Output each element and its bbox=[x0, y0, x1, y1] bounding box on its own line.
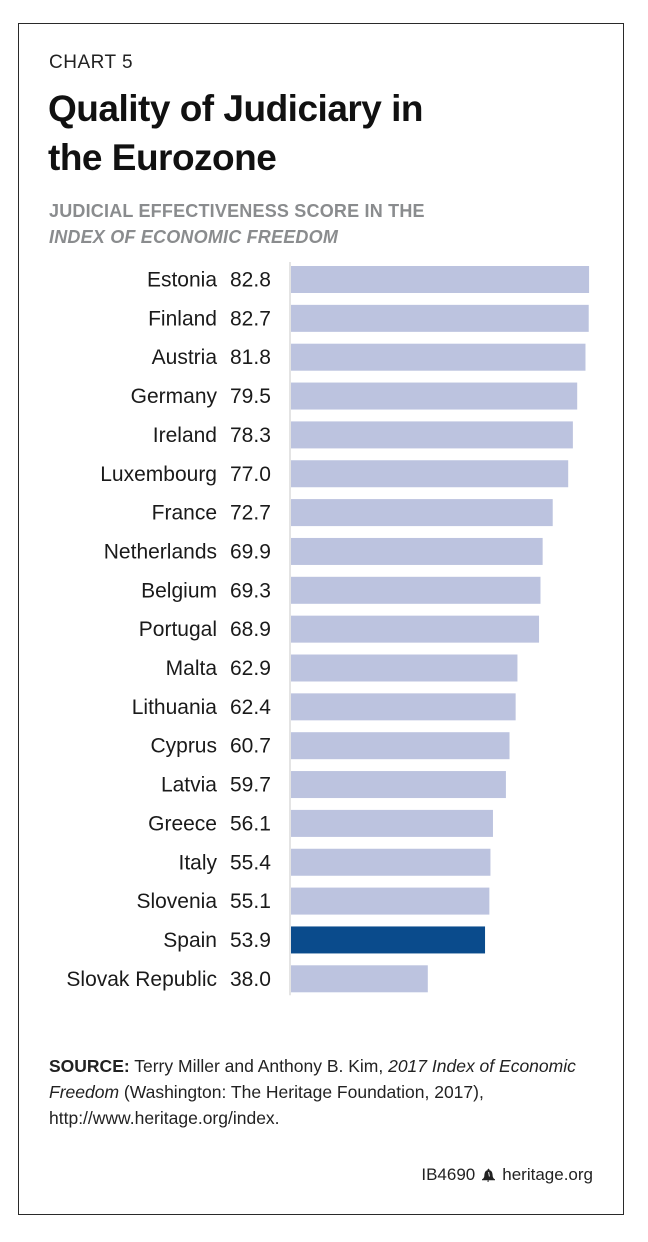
category-label: Lithuania bbox=[132, 696, 218, 719]
value-label: 68.9 bbox=[230, 618, 271, 641]
value-label: 69.3 bbox=[230, 579, 271, 602]
bar-spain bbox=[291, 926, 486, 954]
value-label: 53.9 bbox=[230, 929, 271, 952]
bar-austria bbox=[291, 343, 586, 371]
bar-france bbox=[291, 499, 553, 527]
bar-portugal bbox=[291, 615, 540, 643]
category-label: Luxembourg bbox=[100, 463, 217, 486]
value-label: 55.4 bbox=[230, 851, 271, 874]
category-label: Finland bbox=[148, 307, 217, 330]
bar-ireland bbox=[291, 421, 573, 449]
chart-title-line1: Quality of Judiciary in bbox=[48, 88, 424, 129]
bar-germany bbox=[291, 382, 578, 410]
footer-code: IB4690 bbox=[421, 1165, 476, 1184]
category-label: Cyprus bbox=[150, 735, 217, 758]
bar-italy bbox=[291, 848, 491, 876]
category-label: Netherlands bbox=[104, 540, 217, 563]
category-label: Ireland bbox=[153, 424, 217, 447]
value-label: 60.7 bbox=[230, 735, 271, 758]
value-label: 62.4 bbox=[230, 696, 271, 719]
value-label: 82.7 bbox=[230, 307, 271, 330]
chart-subtitle-line2: INDEX OF ECONOMIC FREEDOM bbox=[49, 227, 339, 247]
chart-title-line2: the Eurozone bbox=[48, 137, 277, 178]
category-label: Greece bbox=[148, 812, 217, 835]
value-label: 38.0 bbox=[230, 968, 271, 991]
bar-luxembourg bbox=[291, 460, 569, 488]
category-label: Latvia bbox=[161, 774, 217, 797]
source-note: SOURCE: Terry Miller and Anthony B. Kim,… bbox=[49, 1053, 589, 1131]
footer-site: heritage.org bbox=[502, 1165, 593, 1184]
category-label: Estonia bbox=[147, 269, 217, 292]
chart-title: Quality of Judiciary in the Eurozone bbox=[48, 84, 568, 182]
category-label: Slovenia bbox=[136, 890, 217, 913]
value-label: 72.7 bbox=[230, 502, 271, 525]
bar-slovak-republic bbox=[291, 965, 428, 993]
bar-cyprus bbox=[291, 732, 510, 760]
value-label: 79.5 bbox=[230, 385, 271, 408]
liberty-bell-icon bbox=[482, 1168, 496, 1182]
value-label: 81.8 bbox=[230, 346, 271, 369]
chart-frame bbox=[18, 23, 624, 1215]
source-label: SOURCE: bbox=[49, 1056, 130, 1076]
value-label: 82.8 bbox=[230, 269, 271, 292]
category-label: Portugal bbox=[139, 618, 217, 641]
category-label: Belgium bbox=[141, 579, 217, 602]
chart-number: CHART 5 bbox=[49, 52, 134, 73]
value-label: 55.1 bbox=[230, 890, 271, 913]
value-label: 56.1 bbox=[230, 812, 271, 835]
bar-lithuania bbox=[291, 693, 516, 721]
value-label: 77.0 bbox=[230, 463, 271, 486]
category-label: Germany bbox=[131, 385, 218, 408]
source-title: 2017 Index of Economic Freedom bbox=[49, 1056, 576, 1102]
bar-slovenia bbox=[291, 887, 490, 915]
bar-netherlands bbox=[291, 537, 543, 565]
bar-greece bbox=[291, 809, 493, 837]
value-label: 59.7 bbox=[230, 774, 271, 797]
chart-subtitle: JUDICIAL EFFECTIVENESS SCORE IN THE INDE… bbox=[49, 198, 425, 250]
value-label: 78.3 bbox=[230, 424, 271, 447]
bar-belgium bbox=[291, 576, 541, 604]
category-label: Slovak Republic bbox=[66, 968, 217, 991]
category-label: Austria bbox=[152, 346, 218, 369]
value-label: 62.9 bbox=[230, 657, 271, 680]
category-label: France bbox=[152, 502, 217, 525]
source-text-2: (Washington: The Heritage Foundation, 20… bbox=[49, 1082, 484, 1128]
category-label: Spain bbox=[163, 929, 217, 952]
bar-malta bbox=[291, 654, 518, 682]
bar-estonia bbox=[291, 266, 590, 293]
chart-subtitle-line1: JUDICIAL EFFECTIVENESS SCORE IN THE bbox=[49, 201, 425, 221]
category-label: Italy bbox=[178, 851, 217, 874]
category-label: Malta bbox=[166, 657, 218, 680]
bar-latvia bbox=[291, 771, 506, 799]
bar-finland bbox=[291, 304, 589, 332]
source-text-1: Terry Miller and Anthony B. Kim, bbox=[129, 1056, 389, 1076]
value-label: 69.9 bbox=[230, 540, 271, 563]
footer: IB4690 heritage.org bbox=[421, 1165, 593, 1185]
